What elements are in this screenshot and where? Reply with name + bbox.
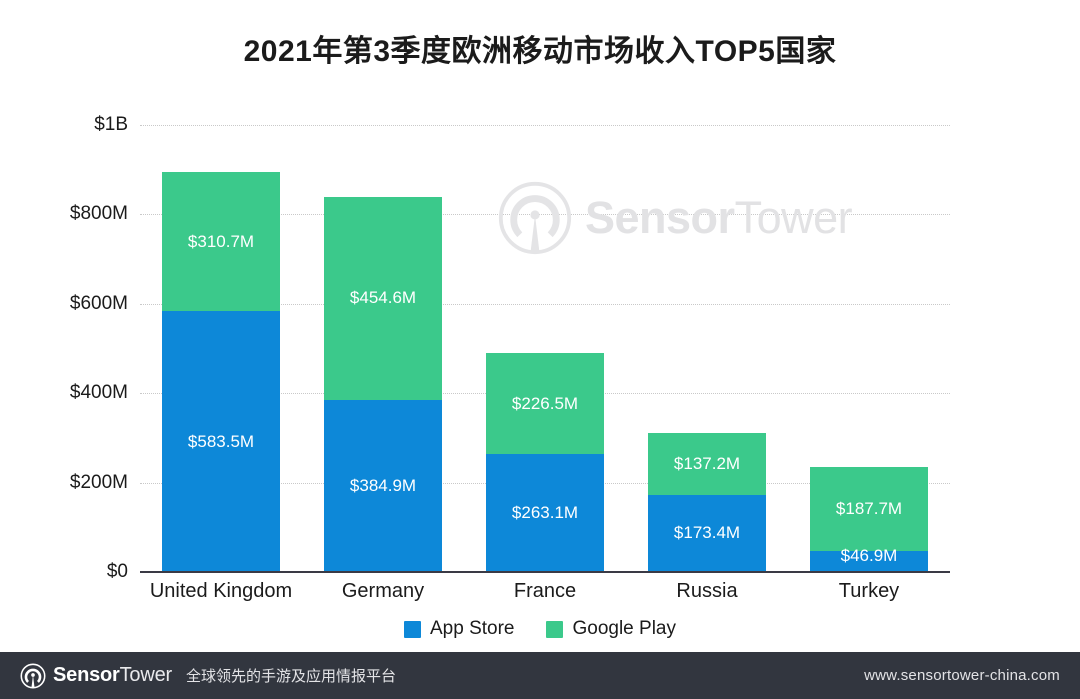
bar-segment-google-play[interactable]	[486, 353, 604, 455]
gridline	[140, 303, 950, 305]
footer-brand: SensorTower	[20, 663, 172, 689]
legend-label: App Store	[429, 618, 515, 639]
x-axis-tick-label: United Kingdom	[149, 580, 293, 602]
bar-segment-app-store[interactable]	[162, 311, 280, 572]
footer-left: SensorTower 全球领先的手游及应用情报平台	[20, 663, 396, 689]
bar-segment-app-store[interactable]	[648, 494, 766, 572]
bar-segment-app-store[interactable]	[324, 399, 442, 572]
legend-swatch	[403, 620, 421, 638]
bar-segment-google-play[interactable]	[324, 196, 442, 400]
footer-brand-text: SensorTower	[53, 664, 172, 687]
x-axis: United Kingdom Germany France Russia Turkey	[140, 580, 950, 610]
bar-segment-app-store[interactable]	[810, 551, 928, 572]
bar-group[interactable]: $46.9M $187.7M	[810, 125, 928, 572]
chart-legend: App Store Google Play	[0, 618, 1080, 640]
y-axis: $0 $200M $400M $600M $800M $1B	[0, 114, 128, 582]
bar-segment-google-play[interactable]	[162, 172, 280, 312]
footer-brand-bold: Sensor	[53, 664, 120, 686]
y-axis-tick-label: $400M	[69, 382, 128, 404]
page-title: 2021年第3季度欧洲移动市场收入TOP5国家	[243, 35, 837, 68]
bar-group[interactable]: $173.4M $137.2M	[648, 125, 766, 572]
bar-segment-app-store[interactable]	[486, 454, 604, 572]
sensortower-logo-icon	[20, 663, 46, 688]
x-axis-tick-label: Turkey	[838, 580, 900, 602]
x-axis-tick-label: Germany	[341, 580, 425, 602]
y-axis-tick-label: $0	[106, 561, 128, 582]
x-axis-line	[140, 571, 950, 573]
y-axis-tick-label: $800M	[69, 203, 128, 225]
gridline	[140, 125, 950, 126]
x-axis-tick-label: Russia	[676, 580, 738, 602]
footer-tagline: 全球领先的手游及应用情报平台	[185, 668, 396, 685]
footer-brand-light: Tower	[119, 664, 173, 686]
bar-group[interactable]: $384.9M $454.6M	[324, 125, 442, 572]
legend-label: Google Play	[572, 618, 676, 639]
bar-series-container: $583.5M $310.7M $384.9M $454.6M $263.1M $226.…	[140, 125, 950, 572]
bar-segment-google-play[interactable]	[648, 433, 766, 495]
legend-item[interactable]: App Store	[403, 618, 515, 640]
y-axis-tick-label: $200M	[69, 471, 128, 493]
footer-bar: SensorTower 全球领先的手游及应用情报平台 www.sensortow…	[0, 652, 1080, 699]
legend-swatch	[546, 620, 564, 638]
y-axis-tick-label: $600M	[69, 292, 128, 314]
footer-url[interactable]: www.sensortower-china.com	[864, 667, 1060, 684]
y-axis-tick-label: $1B	[94, 114, 128, 135]
bar-group[interactable]: $583.5M $310.7M	[162, 125, 280, 572]
x-axis-tick-label: France	[513, 580, 577, 602]
bar-segment-google-play[interactable]	[810, 467, 928, 552]
legend-item[interactable]: Google Play	[546, 618, 676, 640]
bar-group[interactable]: $263.1M $226.5M	[486, 125, 604, 572]
